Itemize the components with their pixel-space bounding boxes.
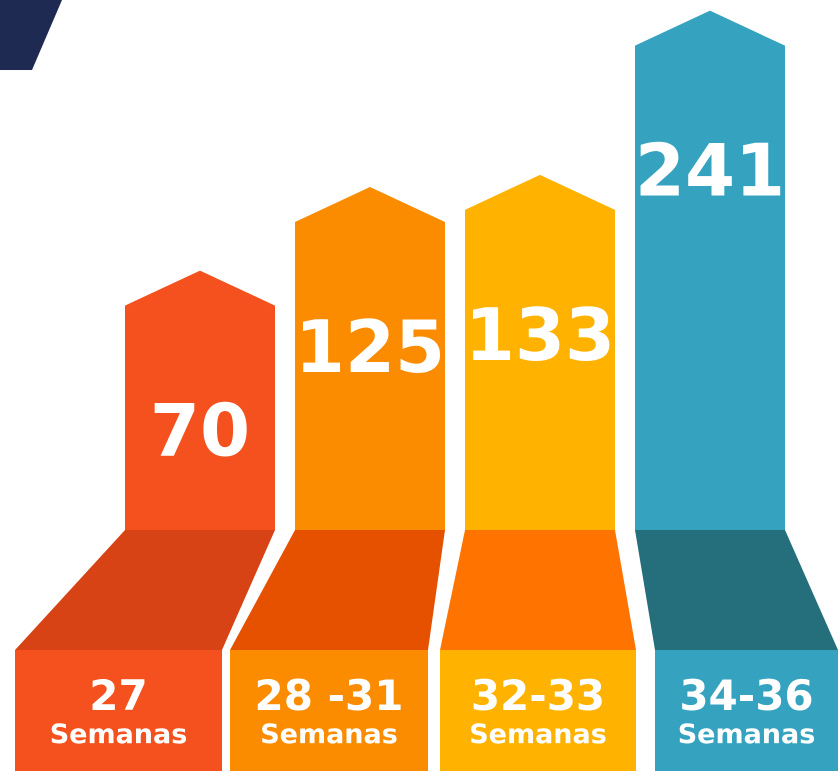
corner-decoration	[0, 0, 62, 70]
category-label: 32-33	[471, 671, 605, 720]
base-shade	[635, 530, 838, 650]
category-box	[440, 650, 636, 771]
arrow-bar	[635, 10, 785, 531]
category-sublabel: Semanas	[50, 719, 188, 750]
arrow-bar	[295, 187, 445, 530]
value-label: 125	[295, 305, 445, 389]
category-label: 27	[89, 671, 147, 720]
category-sublabel: Semanas	[260, 719, 398, 750]
value-label: 133	[465, 293, 615, 377]
value-label: 70	[150, 389, 250, 473]
base-shade	[15, 530, 275, 650]
category-sublabel: Semanas	[678, 719, 816, 750]
base-shade	[440, 530, 636, 650]
arrow-bar	[125, 270, 275, 530]
category-box	[230, 650, 428, 771]
category-sublabel: Semanas	[469, 719, 607, 750]
arrow-bar	[465, 174, 615, 530]
value-label: 241	[635, 129, 785, 213]
category-label: 28 -31	[255, 671, 404, 720]
base-shade	[230, 530, 445, 650]
category-label: 34-36	[679, 671, 813, 720]
category-box	[15, 650, 222, 771]
category-box	[655, 650, 838, 771]
